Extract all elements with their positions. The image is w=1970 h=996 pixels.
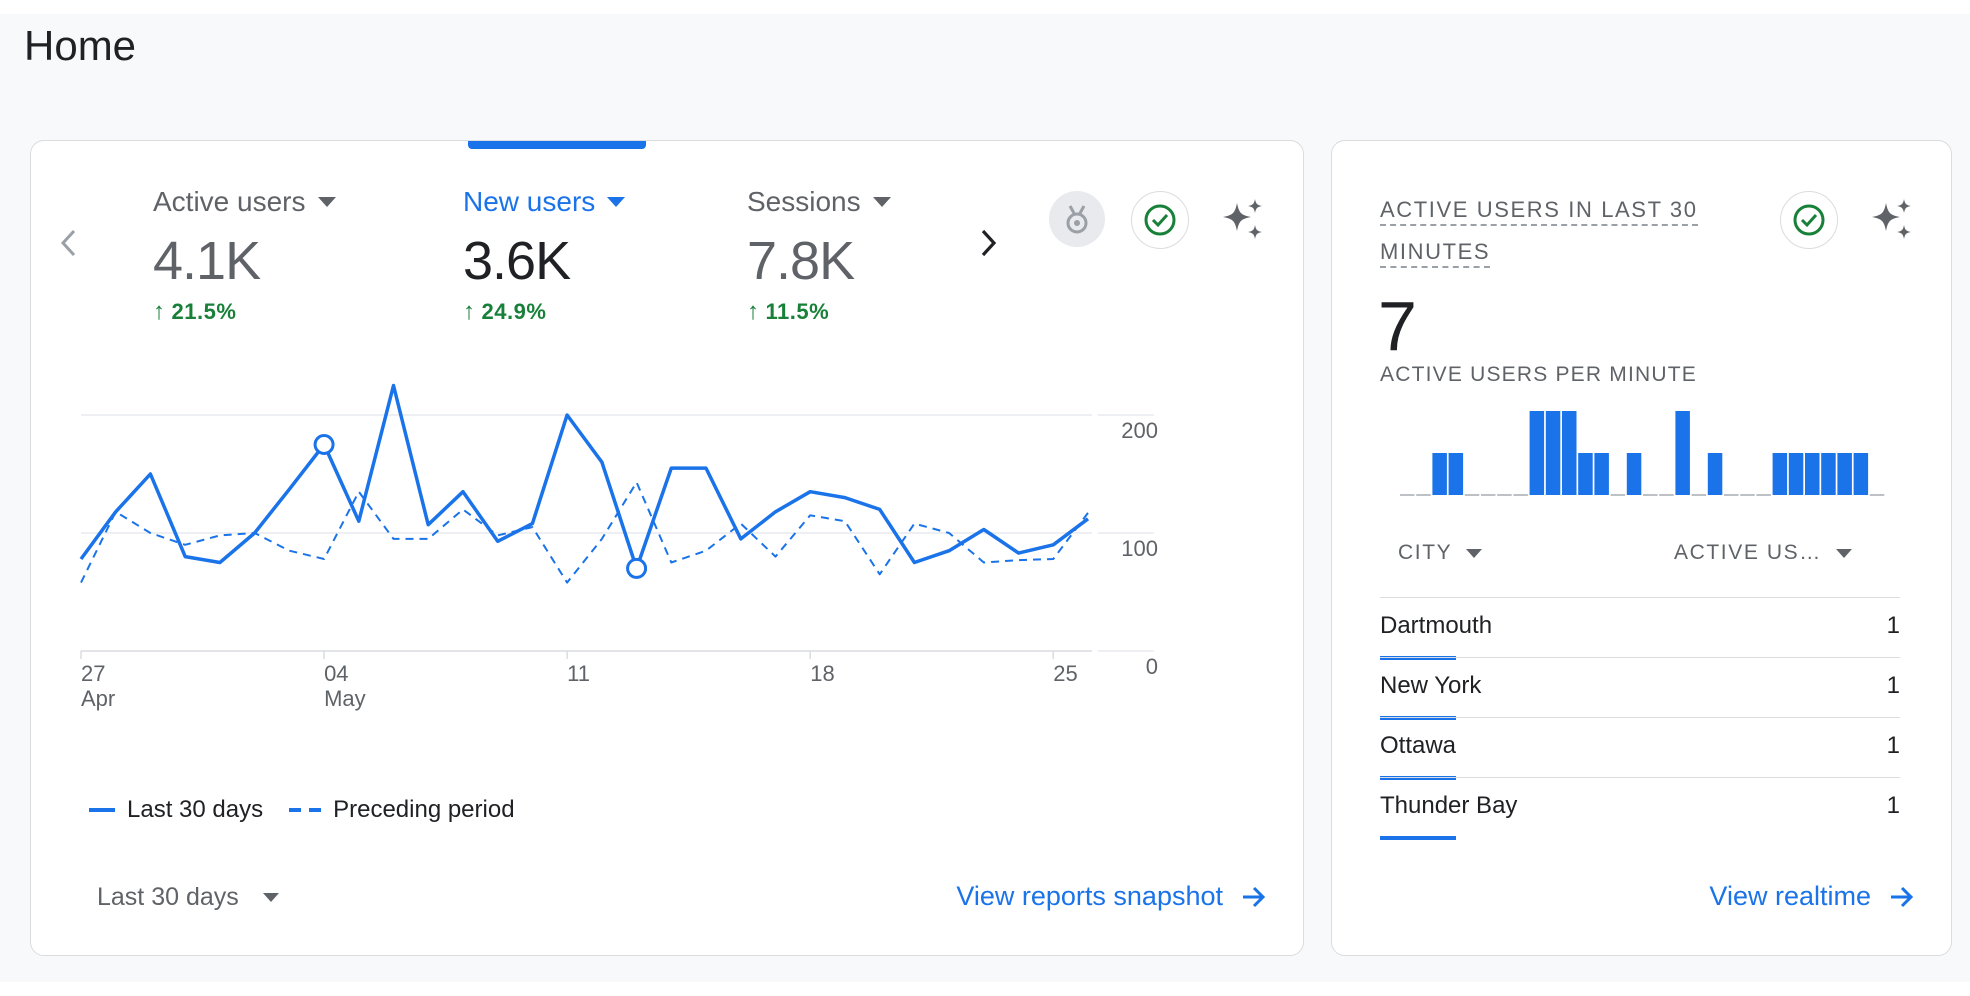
date-range-select[interactable]: Last 30 days [97,883,279,912]
arrow-up-icon: ↑ [747,298,760,325]
arrow-up-icon: ↑ [153,298,166,325]
minute-bar [1578,453,1593,495]
arrow-right-icon [1891,886,1914,907]
metric-value: 4.1K [153,231,261,291]
minute-bar [1594,453,1609,495]
date-range-label: Last 30 days [97,883,239,911]
y-tick-label: 0 [1146,654,1158,679]
minute-bar [1788,453,1804,495]
series-line-current [79,383,1090,571]
table-row[interactable]: Thunder Bay 1 [1380,777,1900,840]
legend-solid-swatch [89,808,115,812]
city-name: New York [1380,672,1482,699]
minute-bar [1853,453,1869,495]
x-tick-label: 18 [810,661,834,686]
arrow-right-icon [1243,886,1266,907]
dropdown-caret-icon [1835,548,1852,558]
realtime-card: ACTIVE USERS IN LAST 30 MINUTES 7 ACTIVE… [1331,140,1952,956]
chart-legend: Last 30 days Preceding period [89,796,515,824]
row-bar [1380,836,1456,840]
city-count: 1 [1886,612,1900,639]
x-tick-label: Apr [81,686,115,711]
chevron-left-icon[interactable] [53,223,83,263]
x-tick-label: May [324,686,366,711]
dropdown-caret-icon[interactable] [317,197,336,207]
per-minute-bar-chart [1400,411,1885,496]
per-minute-label: ACTIVE USERS PER MINUTE [1380,363,1697,386]
city-count: 1 [1886,732,1900,759]
city-count: 1 [1886,792,1900,819]
dropdown-caret-icon [262,893,279,902]
y-tick-label: 100 [1121,536,1158,561]
medal-icon[interactable] [1049,191,1105,247]
minute-bar [1805,453,1820,495]
table-row[interactable]: New York 1 [1380,657,1900,720]
x-tick-label: 11 [567,661,590,686]
column-header-city[interactable]: CITY [1398,541,1483,565]
metric-change: ↑ 24.9% [463,298,547,325]
metric-label: New users [463,186,596,217]
city-name: Ottawa [1380,732,1457,759]
sparkle-icon[interactable] [1864,191,1920,247]
table-row[interactable]: Ottawa 1 [1380,717,1900,780]
city-name: Dartmouth [1380,612,1493,639]
minute-bar [1448,453,1464,495]
page-title: Home [24,22,137,69]
y-tick-label: 200 [1121,418,1158,443]
selected-tab-indicator [468,141,646,149]
minute-bar [1545,411,1561,495]
minute-bar [1837,453,1852,495]
metric-label: Sessions [747,186,861,217]
x-tick-label: 27 [81,661,105,686]
metric-value: 3.6K [463,231,571,291]
metric-change: ↑ 21.5% [153,298,237,325]
minute-bar [1821,453,1836,495]
check-circle-icon[interactable] [1780,191,1838,249]
legend-dashed-swatch [289,808,322,812]
city-name: Thunder Bay [1380,792,1518,819]
data-point-marker [313,434,335,455]
minute-bar [1707,453,1723,495]
minute-bar [1675,411,1690,495]
minute-bar [1432,453,1447,495]
dropdown-caret-icon[interactable] [872,197,891,207]
minute-bar [1626,453,1642,495]
chevron-right-icon[interactable] [973,223,1003,263]
city-count: 1 [1886,672,1900,699]
view-realtime-link[interactable]: View realtime [1709,881,1915,912]
column-header-active-users[interactable]: ACTIVE US… [1674,541,1852,565]
table-row[interactable]: Dartmouth 1 [1380,597,1900,660]
realtime-title[interactable]: ACTIVE USERS IN LAST 30 MINUTES [1380,189,1710,273]
metric-active-users[interactable]: Active users 4.1K ↑ 21.5% [153,186,393,326]
legend-current-label: Last 30 days [127,796,264,823]
arrow-up-icon: ↑ [463,298,476,325]
x-tick-label: 25 [1053,661,1077,686]
dropdown-caret-icon [1466,548,1483,558]
row-bar [1380,656,1456,660]
row-bar [1380,716,1456,720]
data-point-marker [626,557,648,579]
metric-new-users[interactable]: New users 3.6K ↑ 24.9% [463,186,703,326]
minute-bar [1562,411,1577,495]
dropdown-caret-icon[interactable] [607,197,626,207]
metric-label: Active users [153,186,306,217]
sparkle-icon[interactable] [1215,191,1271,247]
metric-change: ↑ 11.5% [747,298,830,325]
city-table: Dartmouth 1 New York 1 Ottawa 1 Thunder … [1380,597,1900,840]
legend-previous-label: Preceding period [333,796,515,823]
users-line-chart: 300200100027Apr04May111825 [79,383,1158,711]
minute-bar [1772,453,1788,495]
minute-bar [1529,411,1545,495]
metric-value: 7.8K [747,231,855,291]
realtime-value: 7 [1378,287,1417,365]
x-tick-label: 04 [324,661,348,686]
row-bar [1380,776,1456,780]
series-line-previous [80,481,1089,584]
metric-sessions[interactable]: Sessions 7.8K ↑ 11.5% [747,186,987,326]
check-circle-icon[interactable] [1131,191,1189,249]
view-reports-snapshot-link[interactable]: View reports snapshot [956,881,1267,912]
overview-card: Active users 4.1K ↑ 21.5% New users 3.6K … [30,140,1304,956]
